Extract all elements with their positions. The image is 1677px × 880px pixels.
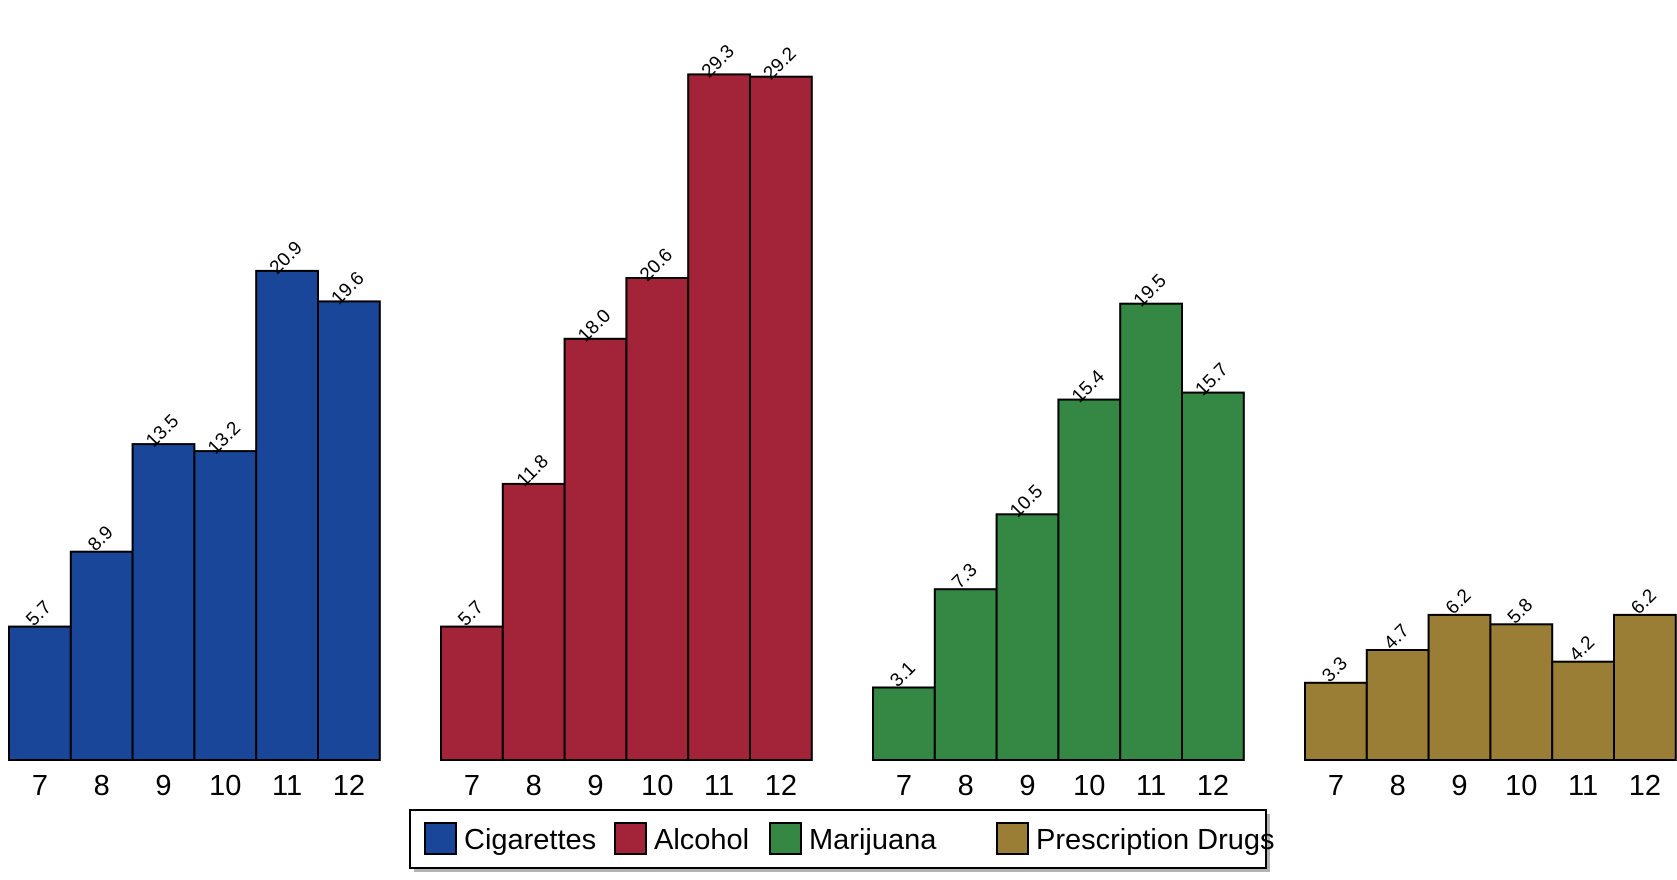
legend-label: Cigarettes bbox=[464, 824, 596, 856]
tick-label: 7 bbox=[464, 770, 480, 802]
legend-swatch bbox=[769, 822, 802, 855]
bar bbox=[1181, 391, 1245, 761]
tick-label: 8 bbox=[526, 770, 542, 802]
bar bbox=[317, 300, 381, 761]
legend-label: Marijuana bbox=[809, 824, 937, 856]
legend: Cigarettes Alcohol Marijuana Prescription D… bbox=[409, 809, 1275, 872]
legend-swatch bbox=[424, 822, 457, 855]
data-label: 7.3 bbox=[948, 560, 982, 594]
bar bbox=[69, 550, 134, 762]
tick-label: 8 bbox=[958, 770, 974, 802]
tick-labels-layer: 7 8 9 10 11 12 7 8 9 10 11 12 7 8 9 10 11 12 7 8 9 10 11 12 bbox=[32, 770, 1661, 802]
legend-label: Alcohol bbox=[654, 824, 749, 856]
bar bbox=[1119, 302, 1183, 761]
tick-label: 11 bbox=[1136, 770, 1166, 802]
bar bbox=[440, 625, 504, 761]
bars-layer bbox=[8, 73, 1677, 762]
data-label: 3.1 bbox=[886, 658, 920, 692]
bar bbox=[131, 443, 196, 761]
bar bbox=[193, 450, 258, 761]
tick-label: 12 bbox=[765, 770, 797, 802]
tick-label: 12 bbox=[333, 770, 365, 802]
tick-label: 9 bbox=[1451, 770, 1467, 802]
tick-label: 11 bbox=[704, 770, 734, 802]
tick-label: 7 bbox=[1328, 770, 1344, 802]
tick-label: 11 bbox=[272, 770, 302, 802]
data-label: 5.7 bbox=[22, 597, 56, 631]
bar bbox=[995, 513, 1060, 761]
bar bbox=[1613, 613, 1677, 762]
bar bbox=[255, 269, 320, 761]
tick-label: 8 bbox=[94, 770, 110, 802]
data-label: 5.8 bbox=[1504, 595, 1538, 629]
legend-label: Prescription Drugs bbox=[1036, 824, 1275, 856]
tick-label: 9 bbox=[1019, 770, 1035, 802]
tick-label: 11 bbox=[1568, 770, 1598, 802]
data-label: 3.3 bbox=[1318, 653, 1352, 687]
data-label: 5.7 bbox=[454, 597, 488, 631]
tick-label: 7 bbox=[32, 770, 48, 802]
legend-items: Cigarettes Alcohol Marijuana Prescription D… bbox=[424, 822, 1275, 856]
legend-swatch bbox=[614, 822, 647, 855]
tick-label: 9 bbox=[587, 770, 603, 802]
bar bbox=[1489, 623, 1554, 761]
data-label: 4.7 bbox=[1380, 620, 1414, 654]
tick-label: 8 bbox=[1390, 770, 1406, 802]
tick-label: 10 bbox=[1505, 770, 1537, 802]
bar bbox=[1427, 613, 1492, 762]
bar bbox=[1057, 398, 1122, 761]
tick-label: 10 bbox=[1073, 770, 1105, 802]
bar bbox=[749, 75, 813, 761]
data-label: 8.9 bbox=[84, 522, 118, 556]
bar bbox=[1304, 681, 1368, 761]
bar bbox=[501, 482, 566, 761]
bar bbox=[8, 625, 72, 761]
tick-label: 7 bbox=[896, 770, 912, 802]
data-label: 6.2 bbox=[1442, 585, 1476, 619]
tick-label: 9 bbox=[155, 770, 171, 802]
bar bbox=[1365, 649, 1430, 761]
bar bbox=[933, 588, 998, 762]
tick-label: 10 bbox=[209, 770, 241, 802]
legend-box bbox=[409, 809, 1267, 869]
bar bbox=[687, 73, 752, 761]
legend-swatch bbox=[996, 822, 1029, 855]
bar bbox=[563, 337, 628, 761]
data-label: 6.2 bbox=[1627, 585, 1661, 619]
bar bbox=[872, 686, 936, 761]
tick-label: 12 bbox=[1629, 770, 1661, 802]
tick-label: 12 bbox=[1197, 770, 1229, 802]
data-label: 4.2 bbox=[1566, 632, 1600, 666]
bar bbox=[625, 277, 690, 761]
tick-label: 10 bbox=[641, 770, 673, 802]
bar bbox=[1551, 660, 1615, 762]
